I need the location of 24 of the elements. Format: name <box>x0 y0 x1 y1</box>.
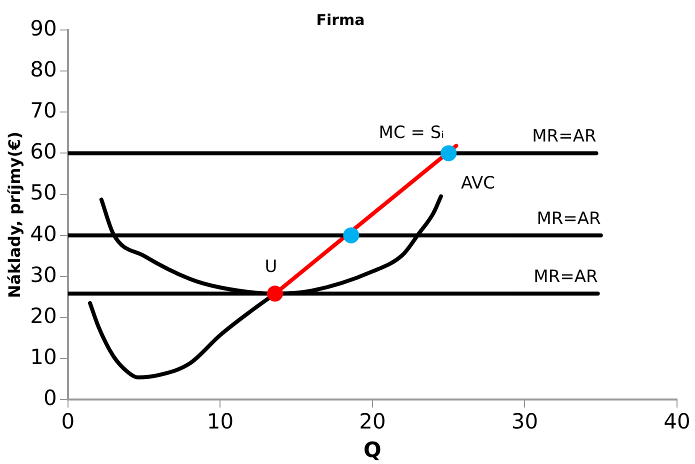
y-tick-label: 30 <box>30 262 57 287</box>
y-tick-label: 70 <box>30 98 57 123</box>
chart-title: Firma <box>316 10 365 29</box>
series-label: MC = Sᵢ <box>378 123 444 144</box>
y-tick-label: 10 <box>30 344 57 369</box>
y-tick-label: 50 <box>30 180 57 205</box>
y-tick-label: 0 <box>44 386 57 410</box>
series-label: MR=AR <box>532 126 596 147</box>
y-axis-title: Náklady, príjmy(€) <box>4 132 24 298</box>
series-label: MR=AR <box>534 267 598 288</box>
series-label: AVC <box>460 174 496 194</box>
x-tick-label: 20 <box>359 410 386 434</box>
x-tick-label: 40 <box>664 410 690 434</box>
y-tick-label: 20 <box>30 304 57 328</box>
y-tick-label: 40 <box>30 222 57 246</box>
x-axis-title: Q <box>364 438 382 462</box>
y-tick-label: 80 <box>30 58 57 82</box>
x-tick-label: 0 <box>61 410 75 434</box>
y-tick-label: 90 <box>30 16 57 40</box>
series-label: MR=AR <box>536 208 602 229</box>
series-label: U <box>264 257 278 278</box>
x-tick-label: 30 <box>511 410 538 434</box>
x-tick-label: 10 <box>206 410 234 434</box>
y-tick-label: 60 <box>30 140 57 164</box>
